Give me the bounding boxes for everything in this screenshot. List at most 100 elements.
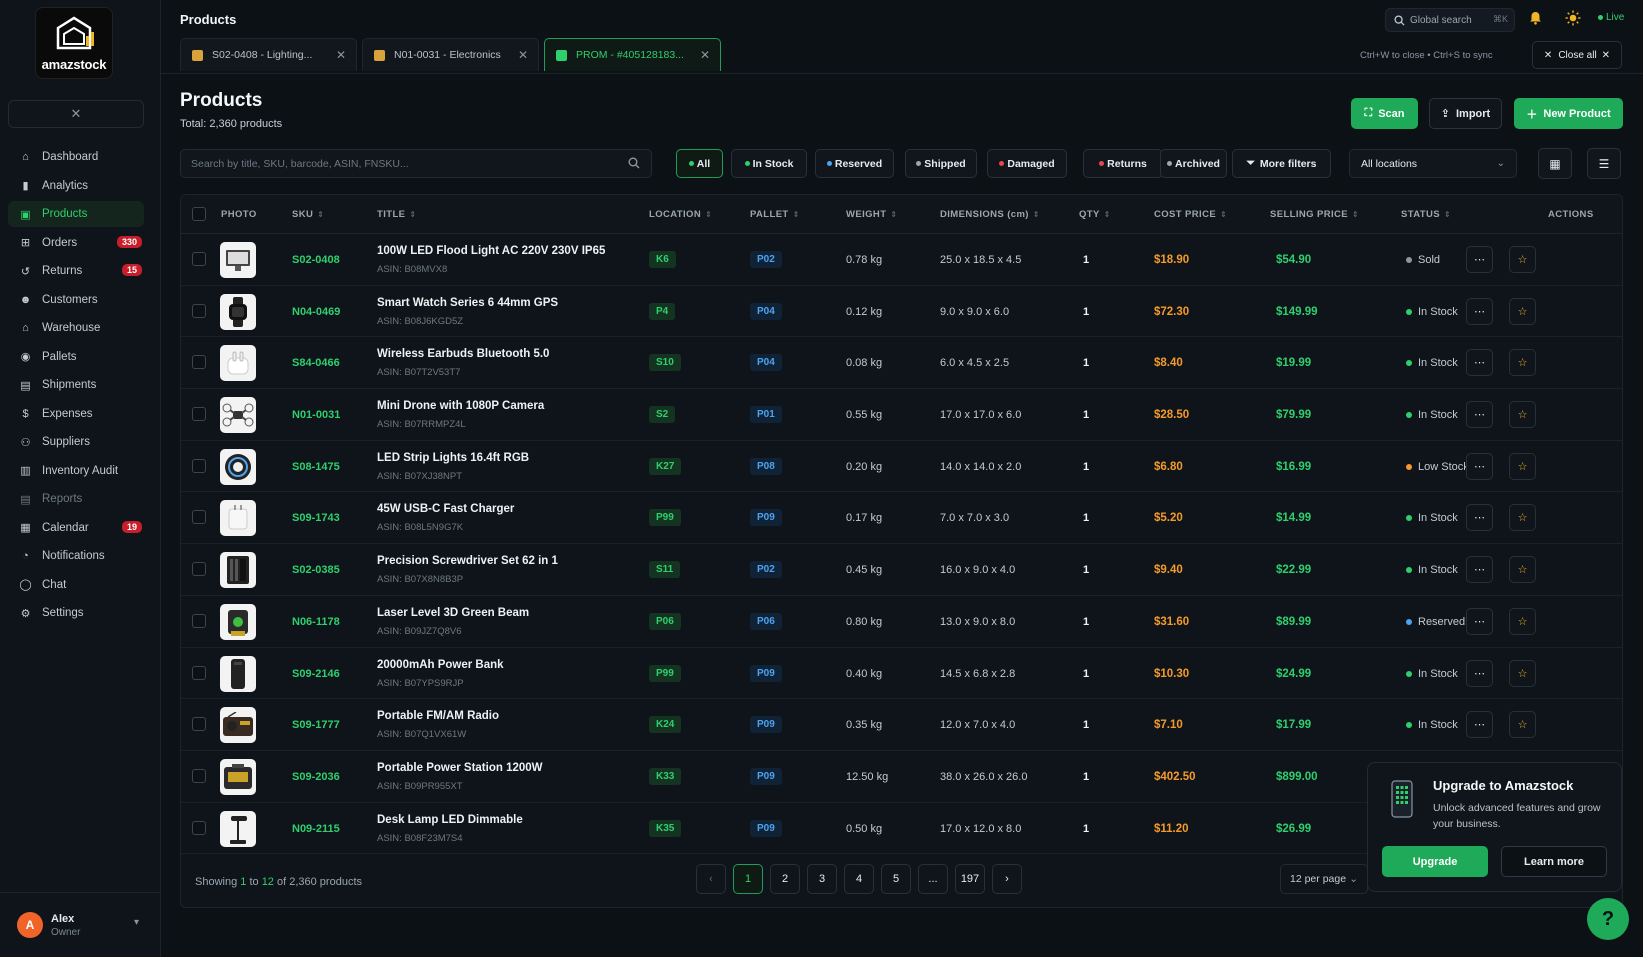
favorite-button[interactable]: ☆ bbox=[1509, 556, 1536, 584]
product-title[interactable]: Laser Level 3D Green Beam bbox=[377, 606, 530, 619]
sku-link[interactable]: S09-2036 bbox=[292, 770, 340, 783]
per-page-select[interactable]: 12 per page ⌄ bbox=[1280, 864, 1368, 894]
product-search-input[interactable]: Search by title, SKU, barcode, ASIN, FNS… bbox=[180, 149, 652, 178]
select-all-checkbox[interactable] bbox=[192, 207, 206, 221]
next-page-button[interactable]: › bbox=[992, 864, 1022, 894]
sidebar-item-calendar[interactable]: ▦ Calendar 19 bbox=[8, 515, 144, 541]
more-actions-button[interactable]: ⋯ bbox=[1466, 659, 1493, 687]
sidebar-collapse-button[interactable]: ✕ bbox=[8, 100, 144, 128]
sku-link[interactable]: S84-0466 bbox=[292, 357, 340, 370]
row-checkbox[interactable] bbox=[192, 562, 206, 577]
sidebar-item-dashboard[interactable]: ⌂ Dashboard bbox=[8, 144, 144, 170]
sidebar-item-warehouse[interactable]: ⌂ Warehouse bbox=[8, 315, 144, 341]
column-header[interactable]: SKU ⇕ bbox=[292, 209, 324, 220]
sidebar-item-notifications[interactable]: ◔ Notifications bbox=[8, 543, 144, 569]
table-row[interactable]: N01-0031 Mini Drone with 1080P Camera ASIN… bbox=[181, 389, 1622, 441]
sku-link[interactable]: S02-0385 bbox=[292, 564, 340, 577]
sidebar-item-expenses[interactable]: $ Expenses bbox=[8, 401, 144, 427]
table-row[interactable]: S02-0408 100W LED Flood Light AC 220V 230… bbox=[181, 234, 1622, 286]
column-header[interactable]: WEIGHT ⇕ bbox=[846, 209, 898, 220]
favorite-button[interactable]: ☆ bbox=[1509, 401, 1536, 429]
page-197[interactable]: 197 bbox=[955, 864, 985, 894]
favorite-button[interactable]: ☆ bbox=[1509, 711, 1536, 739]
product-title[interactable]: LED Strip Lights 16.4ft RGB bbox=[377, 451, 530, 464]
table-row[interactable]: N06-1178 Laser Level 3D Green Beam ASIN: B… bbox=[181, 596, 1622, 648]
brand-logo[interactable]: amazstock bbox=[35, 7, 113, 79]
filter-chip-archived[interactable]: Archived bbox=[1160, 149, 1227, 178]
more-actions-button[interactable]: ⋯ bbox=[1466, 711, 1493, 739]
sku-link[interactable]: N06-1178 bbox=[292, 615, 340, 628]
sku-link[interactable]: N09-2115 bbox=[292, 822, 340, 835]
favorite-button[interactable]: ☆ bbox=[1509, 504, 1536, 532]
product-title[interactable]: Desk Lamp LED Dimmable bbox=[377, 813, 523, 826]
bell-icon[interactable] bbox=[1529, 11, 1542, 28]
more-actions-button[interactable]: ⋯ bbox=[1466, 401, 1493, 429]
row-checkbox[interactable] bbox=[192, 303, 206, 318]
product-photo[interactable] bbox=[220, 758, 256, 795]
tab-2[interactable]: PROM - #405128183... ✕ bbox=[544, 38, 721, 71]
upgrade-button[interactable]: Upgrade bbox=[1382, 846, 1488, 877]
product-title[interactable]: Smart Watch Series 6 44mm GPS bbox=[377, 296, 559, 309]
learn-more-button[interactable]: Learn more bbox=[1501, 846, 1607, 877]
favorite-button[interactable]: ☆ bbox=[1509, 246, 1536, 273]
row-checkbox[interactable] bbox=[192, 252, 206, 266]
sidebar-item-pallets[interactable]: ◉ Pallets bbox=[8, 344, 144, 370]
row-checkbox[interactable] bbox=[192, 820, 206, 835]
filter-chip-returns[interactable]: Returns bbox=[1083, 149, 1163, 178]
more-actions-button[interactable]: ⋯ bbox=[1466, 607, 1493, 635]
favorite-button[interactable]: ☆ bbox=[1509, 452, 1536, 480]
more-actions-button[interactable]: ⋯ bbox=[1466, 297, 1493, 325]
table-row[interactable]: N09-2115 Desk Lamp LED Dimmable ASIN: B08F… bbox=[181, 803, 1622, 855]
more-filters-button[interactable]: ⏷ More filters bbox=[1232, 149, 1331, 178]
sidebar-item-returns[interactable]: ↺ Returns 15 bbox=[8, 258, 144, 284]
page-4[interactable]: 4 bbox=[844, 864, 874, 894]
filter-chip-shipped[interactable]: Shipped bbox=[905, 149, 977, 178]
sidebar-item-orders[interactable]: ⊞ Orders 330 bbox=[8, 230, 144, 256]
location-select[interactable]: All locations ⌄ bbox=[1349, 149, 1517, 178]
table-row[interactable]: N04-0469 Smart Watch Series 6 44mm GPS ASI… bbox=[181, 286, 1622, 338]
product-photo[interactable] bbox=[220, 500, 256, 537]
product-title[interactable]: Precision Screwdriver Set 62 in 1 bbox=[377, 555, 558, 568]
more-actions-button[interactable]: ⋯ bbox=[1466, 556, 1493, 584]
help-button[interactable]: ? bbox=[1587, 898, 1629, 940]
close-icon[interactable]: ✕ bbox=[517, 48, 528, 62]
product-title[interactable]: 100W LED Flood Light AC 220V 230V IP65 bbox=[377, 245, 606, 257]
row-checkbox[interactable] bbox=[192, 510, 206, 525]
table-row[interactable]: S09-1743 45W USB-C Fast Charger ASIN: B08L… bbox=[181, 492, 1622, 545]
sidebar-item-suppliers[interactable]: ⚇ Suppliers bbox=[8, 429, 144, 455]
table-row[interactable]: S08-1475 LED Strip Lights 16.4ft RGB ASIN:… bbox=[181, 441, 1622, 493]
favorite-button[interactable]: ☆ bbox=[1509, 297, 1536, 325]
sku-link[interactable]: S02-0408 bbox=[292, 254, 340, 266]
sidebar-item-reports[interactable]: ▤ Reports bbox=[8, 486, 144, 512]
sidebar-item-settings[interactable]: ⚙ Settings bbox=[8, 600, 144, 626]
sidebar-item-customers[interactable]: ☻ Customers bbox=[8, 287, 144, 313]
column-header[interactable]: DIMENSIONS (cm) ⇕ bbox=[940, 209, 1040, 220]
list-view-button[interactable]: ☰ bbox=[1587, 148, 1621, 179]
row-checkbox[interactable] bbox=[192, 613, 206, 628]
product-title[interactable]: Wireless Earbuds Bluetooth 5.0 bbox=[377, 348, 550, 361]
sku-link[interactable]: N04-0469 bbox=[292, 305, 341, 318]
product-photo[interactable] bbox=[220, 397, 256, 434]
sku-link[interactable]: N01-0031 bbox=[292, 409, 341, 422]
product-photo[interactable] bbox=[220, 345, 256, 382]
product-photo[interactable] bbox=[220, 552, 256, 589]
page-1[interactable]: 1 bbox=[733, 864, 763, 894]
more-actions-button[interactable]: ⋯ bbox=[1466, 504, 1493, 532]
table-row[interactable]: S02-0385 Precision Screwdriver Set 62 in … bbox=[181, 544, 1622, 596]
sidebar-item-inventory-audit[interactable]: ▥ Inventory Audit bbox=[8, 458, 144, 484]
filter-chip-all[interactable]: All bbox=[676, 149, 723, 178]
page-3[interactable]: 3 bbox=[807, 864, 837, 894]
favorite-button[interactable]: ☆ bbox=[1509, 349, 1536, 377]
sidebar-item-products[interactable]: ▣ Products bbox=[8, 201, 144, 227]
column-header[interactable]: QTY ⇕ bbox=[1079, 209, 1111, 220]
page-5[interactable]: 5 bbox=[881, 864, 911, 894]
product-photo[interactable] bbox=[220, 707, 256, 744]
product-title[interactable]: Portable FM/AM Radio bbox=[377, 710, 500, 723]
more-actions-button[interactable]: ⋯ bbox=[1466, 246, 1493, 273]
product-photo[interactable] bbox=[220, 810, 256, 847]
table-row[interactable]: S09-2036 Portable Power Station 1200W ASIN… bbox=[181, 751, 1622, 803]
scan-button[interactable]: ⛶ Scan bbox=[1351, 98, 1418, 129]
favorite-button[interactable]: ☆ bbox=[1509, 607, 1536, 635]
tab-0[interactable]: S02-0408 - Lighting... ✕ bbox=[180, 38, 357, 71]
filter-chip-damaged[interactable]: Damaged bbox=[987, 149, 1067, 178]
